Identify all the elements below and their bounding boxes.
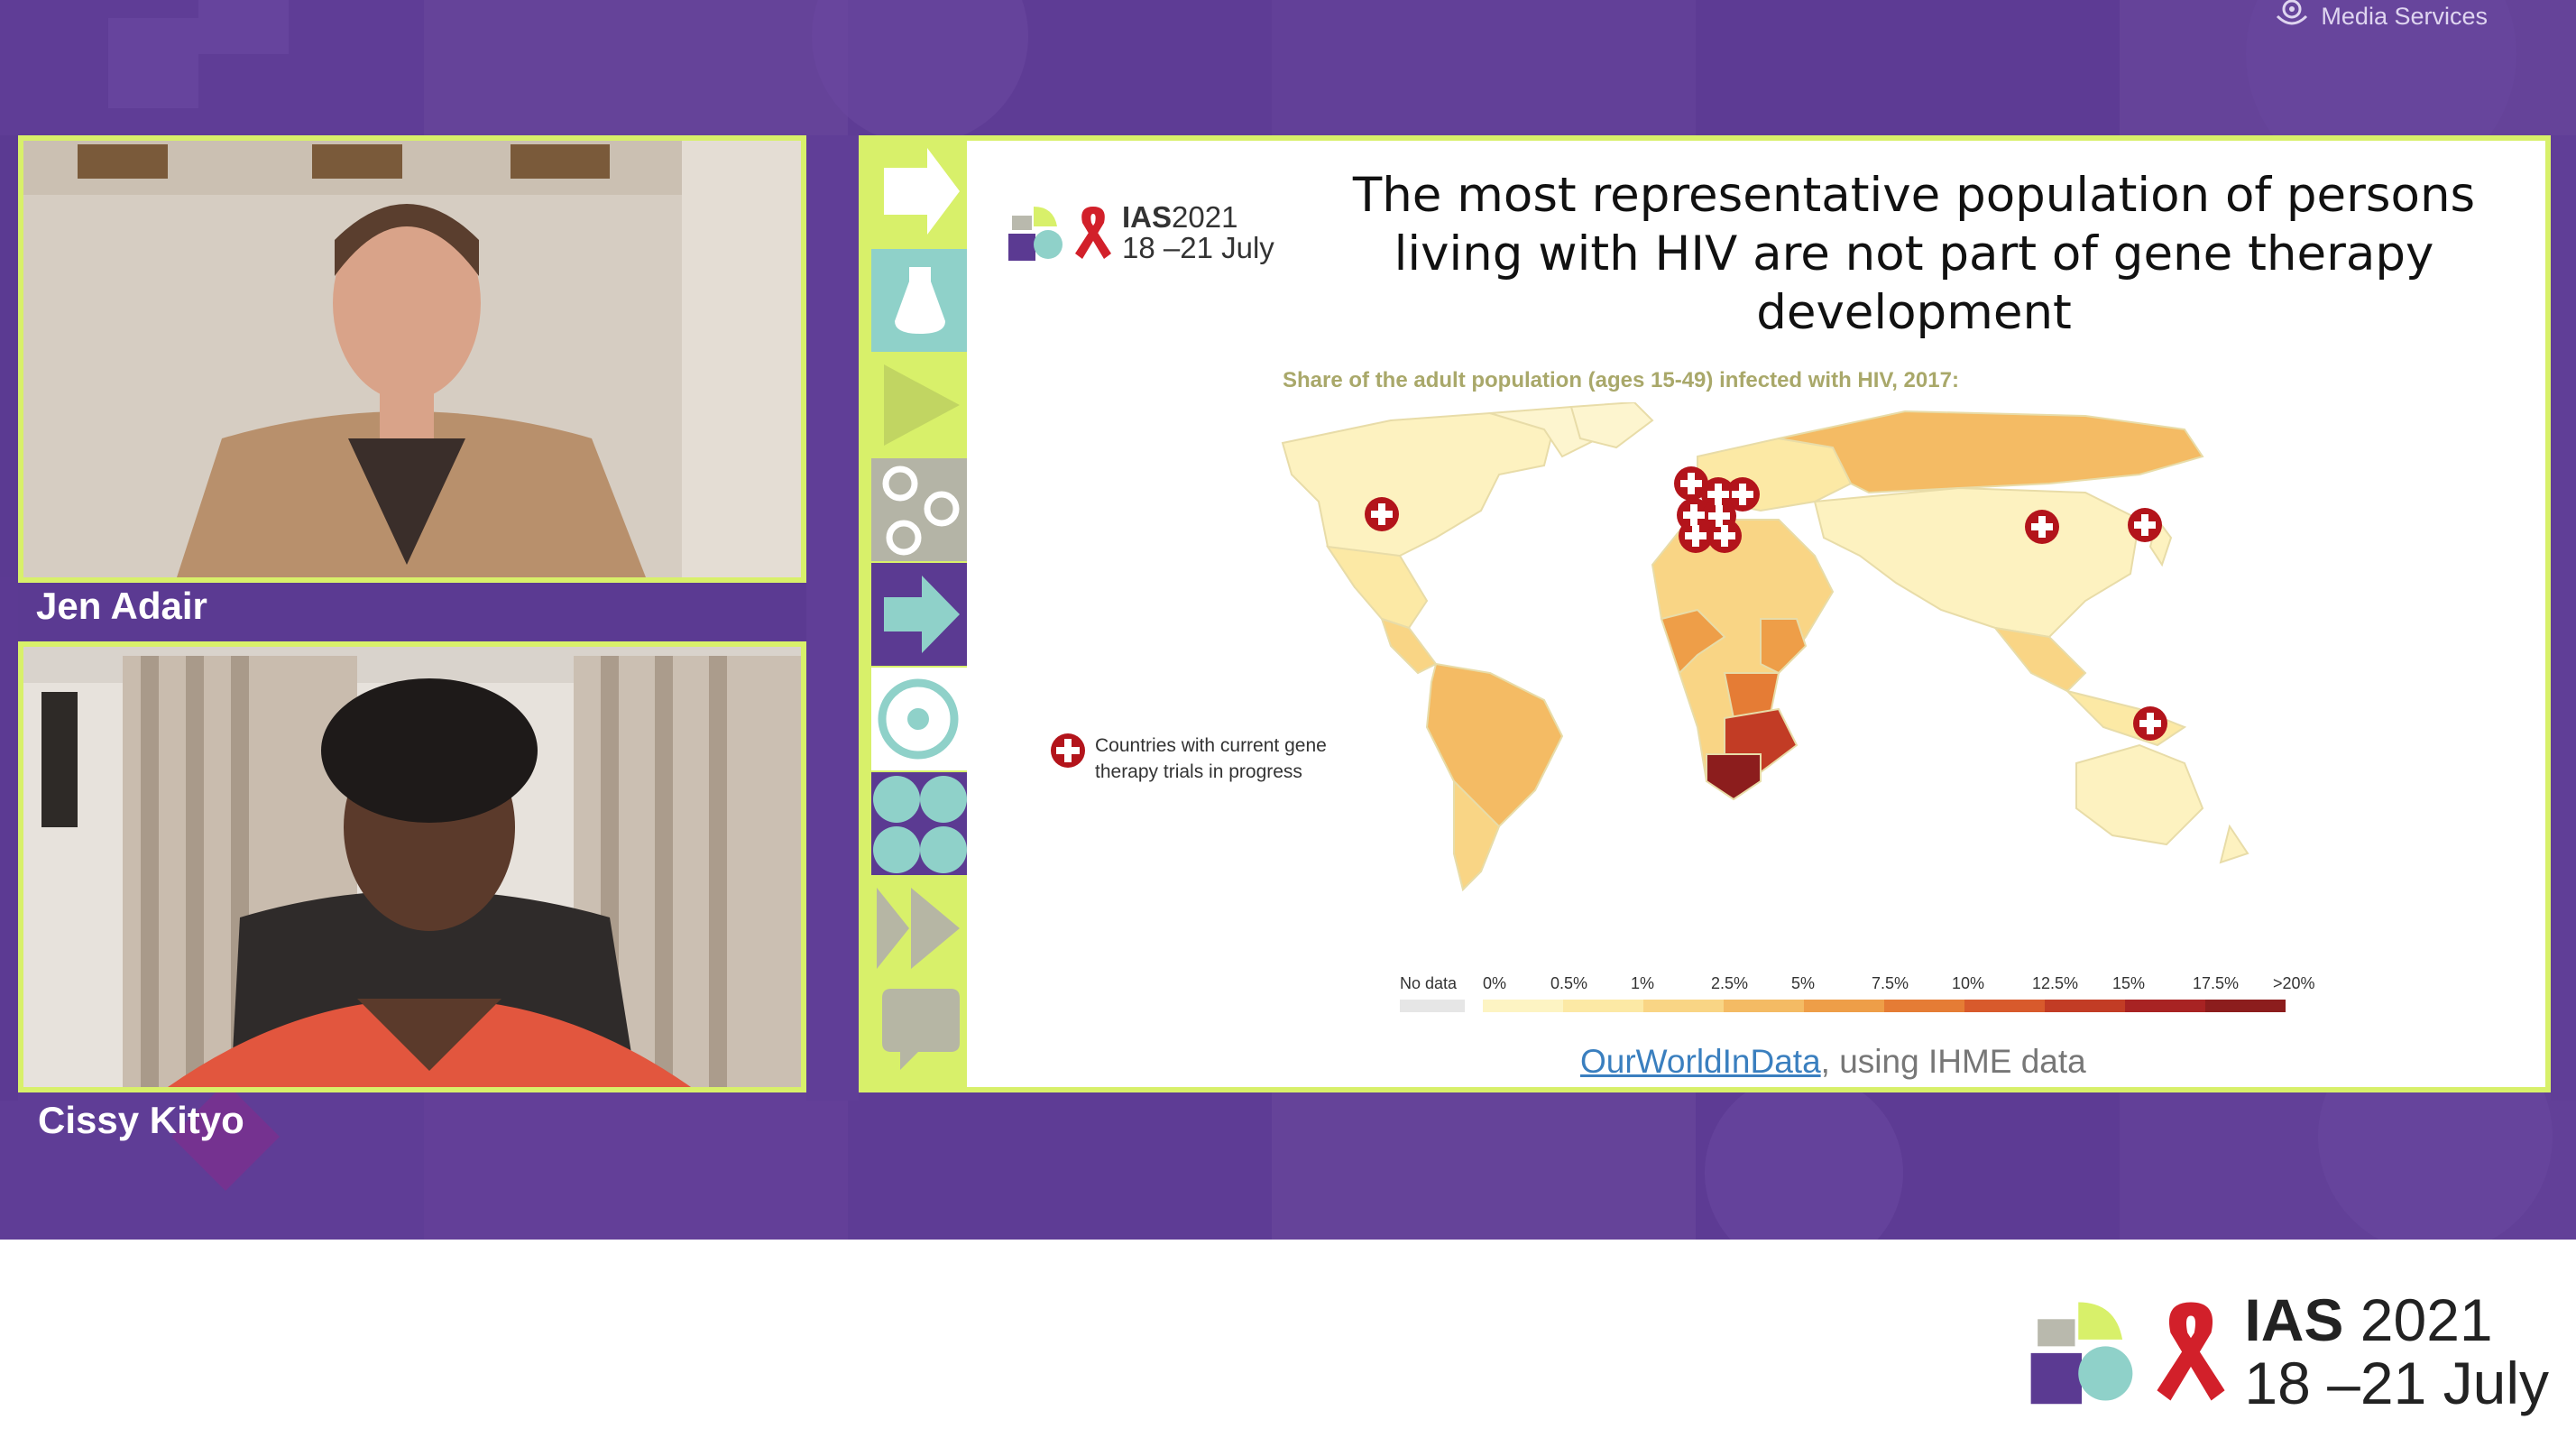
participant-name-tag: Cissy Kityo (38, 1099, 244, 1141)
participant-name-tag: Jen Adair (36, 585, 207, 627)
background-pattern (171, 1083, 280, 1191)
shared-slide-panel[interactable]: IAS2021 18 –21 July The most representat… (859, 135, 2551, 1092)
participant-video-frame (23, 141, 801, 577)
scale-label: 2.5% (1711, 974, 1748, 992)
scale-label: 10% (1952, 974, 1984, 992)
footer-ias-logo: IAS 2021 18 –21 July (2026, 1288, 2549, 1415)
red-ribbon-icon (1075, 207, 1111, 259)
red-ribbon-icon (2157, 1302, 2225, 1401)
color-scale-bar: No data 0% 0.5% 1% 2.5% 5% 7.5% 10% 12.5% 15% 17.5… (1400, 974, 2315, 1012)
scale-swatch (1643, 1000, 1724, 1012)
scale-label: 12.5% (2032, 974, 2078, 992)
scale-swatch (2125, 1000, 2205, 1012)
scale-label: 15% (2112, 974, 2145, 992)
decorative-icon-column (871, 141, 967, 1087)
media-services-logo-icon (2277, 0, 2308, 25)
ias-emblem-icon (2031, 1302, 2133, 1405)
scale-label: No data (1400, 974, 1458, 992)
trial-marker-legend: Countries with current gene therapy tria… (1050, 733, 1366, 785)
scale-label: 0.5% (1550, 974, 1587, 992)
slide-content: IAS2021 18 –21 July The most representat… (967, 141, 2545, 1087)
trial-marker-legend-text: Countries with current gene therapy tria… (1095, 735, 1327, 782)
scale-label: >20% (2273, 974, 2315, 992)
slide-logo-dates: 18 –21 July (1122, 231, 1274, 264)
scale-label: 1% (1631, 974, 1654, 992)
scale-swatch (2205, 1000, 2286, 1012)
scale-swatch (1804, 1000, 1884, 1012)
map-subtitle: Share of the adult population (ages 15-4… (1283, 368, 1959, 392)
slide-logo-title: IAS2021 (1122, 200, 1238, 234)
source-rest-text: , using IHME data (1820, 1043, 2086, 1080)
scale-swatch (1724, 1000, 1804, 1012)
scale-label: 5% (1791, 974, 1815, 992)
slide-decorative-icon-strip (864, 141, 967, 1087)
participant-video-jen-adair[interactable] (18, 135, 806, 583)
footer-logo-title: IAS 2021 (2244, 1286, 2493, 1353)
conference-stage: Media Services Jen Adair (0, 0, 2576, 1240)
scale-swatch (1964, 1000, 2045, 1012)
ourworldindata-link[interactable]: OurWorldInData (1580, 1043, 1821, 1080)
media-services-watermark: Media Services (2272, 0, 2488, 32)
world-hiv-prevalence-map (1274, 401, 2320, 935)
watermark-label: Media Services (2321, 2, 2488, 30)
scale-swatch (2045, 1000, 2125, 1012)
scale-swatch (1884, 1000, 1964, 1012)
trial-marker-icon (1051, 733, 1085, 768)
slide-title: The most representative population of pe… (1352, 168, 2476, 340)
participant-video-cissy-kityo[interactable] (18, 641, 806, 1092)
scale-label: 7.5% (1872, 974, 1909, 992)
ias-emblem-icon (1008, 207, 1063, 261)
scale-label: 17.5% (2193, 974, 2239, 992)
scale-label: 0% (1483, 974, 1506, 992)
scale-swatch (1563, 1000, 1643, 1012)
footer-logo-dates: 18 –21 July (2244, 1350, 2549, 1416)
map-source-credit: OurWorldInData, using IHME data (1580, 1043, 2086, 1081)
world-map-image (1281, 401, 2249, 891)
prevalence-color-scale: No data 0% 0.5% 1% 2.5% 5% 7.5% 10% 12.5% 15% 17.5… (1400, 969, 2329, 1032)
participant-video-frame (23, 647, 801, 1087)
slide-ias-logo: IAS2021 18 –21 July (1007, 202, 1274, 263)
scale-swatch (1483, 1000, 1563, 1012)
